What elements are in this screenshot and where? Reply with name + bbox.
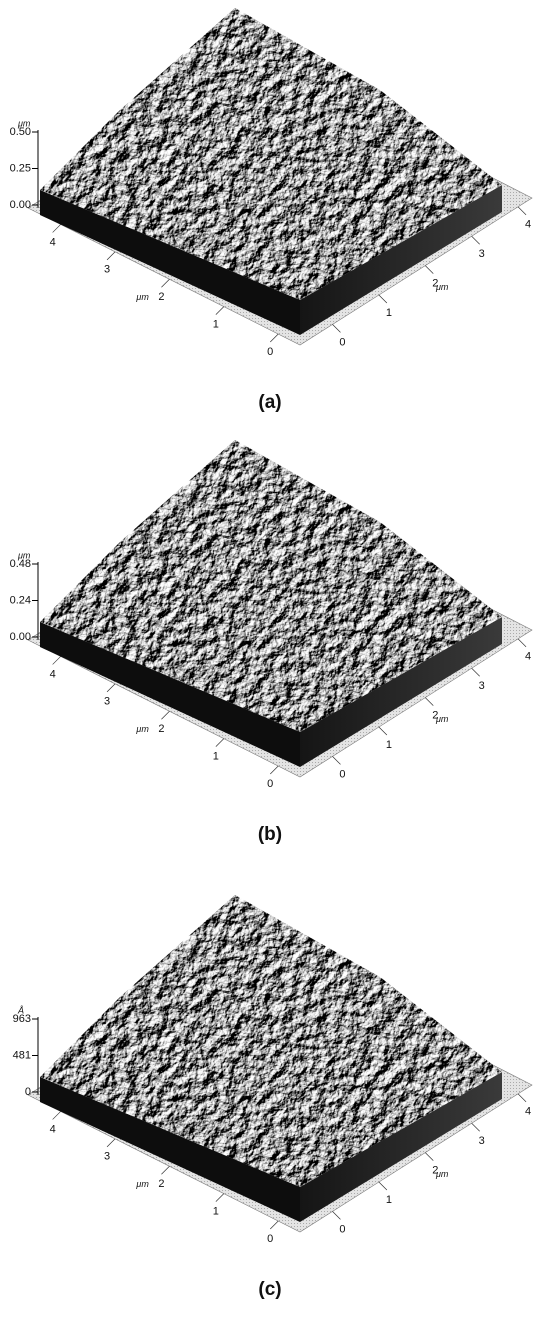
x-tick-label: 2 [158,723,164,735]
y-tick [518,207,526,215]
y-tick [472,236,480,244]
y-tick [379,1182,387,1190]
y-tick-label: 3 [479,680,485,692]
z-tick-label: 0 [25,1086,31,1098]
y-tick-label: 3 [479,1135,485,1147]
y-tick [425,266,433,274]
y-tick [332,324,340,332]
panel-caption: (b) [258,824,282,845]
x-tick [216,1194,224,1202]
y-tick [518,639,526,647]
y-tick-label: 0 [339,1223,345,1235]
z-tick-label: 0.24 [10,594,31,606]
x-tick [270,766,278,774]
x-tick-label: 3 [104,696,110,708]
x-tick-label: 1 [213,1206,219,1218]
y-unit: μm [435,714,449,724]
x-tick-label: 0 [267,778,273,790]
y-tick-label: 4 [525,219,531,231]
y-tick-label: 0 [339,768,345,780]
x-tick-label: 1 [213,319,219,331]
x-tick [161,711,169,719]
x-tick-label: 0 [267,346,273,358]
y-tick [518,1094,526,1102]
x-tick [107,1139,115,1147]
x-tick-label: 1 [213,751,219,763]
z-tick-label: 0.25 [10,162,31,174]
x-tick [216,739,224,747]
y-tick [379,727,387,735]
panel-caption: (c) [258,1279,281,1300]
x-tick [53,656,61,664]
x-tick [107,252,115,260]
x-tick-label: 4 [50,236,56,248]
panel-caption: (a) [258,392,281,413]
y-tick [332,1211,340,1219]
x-tick-label: 3 [104,264,110,276]
y-tick-label: 3 [479,248,485,260]
z-tick-label: 481 [13,1049,31,1061]
x-tick [53,224,61,232]
x-tick-label: 2 [158,291,164,303]
z-tick-label: 0.00 [10,631,31,643]
x-unit: μm [135,724,149,734]
x-unit: μm [135,292,149,302]
x-tick-label: 4 [50,668,56,680]
y-tick [425,698,433,706]
z-tick-label: 0.50 [10,126,31,138]
y-tick-label: 1 [386,739,392,751]
z-tick-label: 0.48 [10,558,31,570]
y-tick [425,1153,433,1161]
x-tick [161,279,169,287]
x-tick-label: 3 [104,1151,110,1163]
z-tick-label: 0.00 [10,199,31,211]
y-tick-label: 1 [386,307,392,319]
x-tick-label: 0 [267,1233,273,1245]
x-unit: μm [135,1179,149,1189]
y-tick-label: 4 [525,1106,531,1118]
x-tick-label: 4 [50,1123,56,1135]
y-unit: μm [435,1169,449,1179]
x-tick [53,1111,61,1119]
x-tick [161,1166,169,1174]
y-tick-label: 4 [525,651,531,663]
x-tick-label: 2 [158,1178,164,1190]
y-unit: μm [435,282,449,292]
figure: μm 0.50 0.25 0.00 4 3 2 1 0 μm 0 1 2 3 4 μm (a) μm 0.48 0.2… [0,0,539,1327]
x-tick [107,684,115,692]
z-tick-label: 963 [13,1013,31,1025]
x-tick [216,307,224,315]
x-tick [270,334,278,342]
y-tick [472,668,480,676]
y-tick [332,756,340,764]
page: {"panels": [ {"caption": "(a)", "z_unit"… [0,0,539,1327]
x-tick [270,1221,278,1229]
y-tick-label: 0 [339,336,345,348]
y-tick [472,1123,480,1131]
y-tick-label: 1 [386,1194,392,1206]
y-tick [379,295,387,303]
